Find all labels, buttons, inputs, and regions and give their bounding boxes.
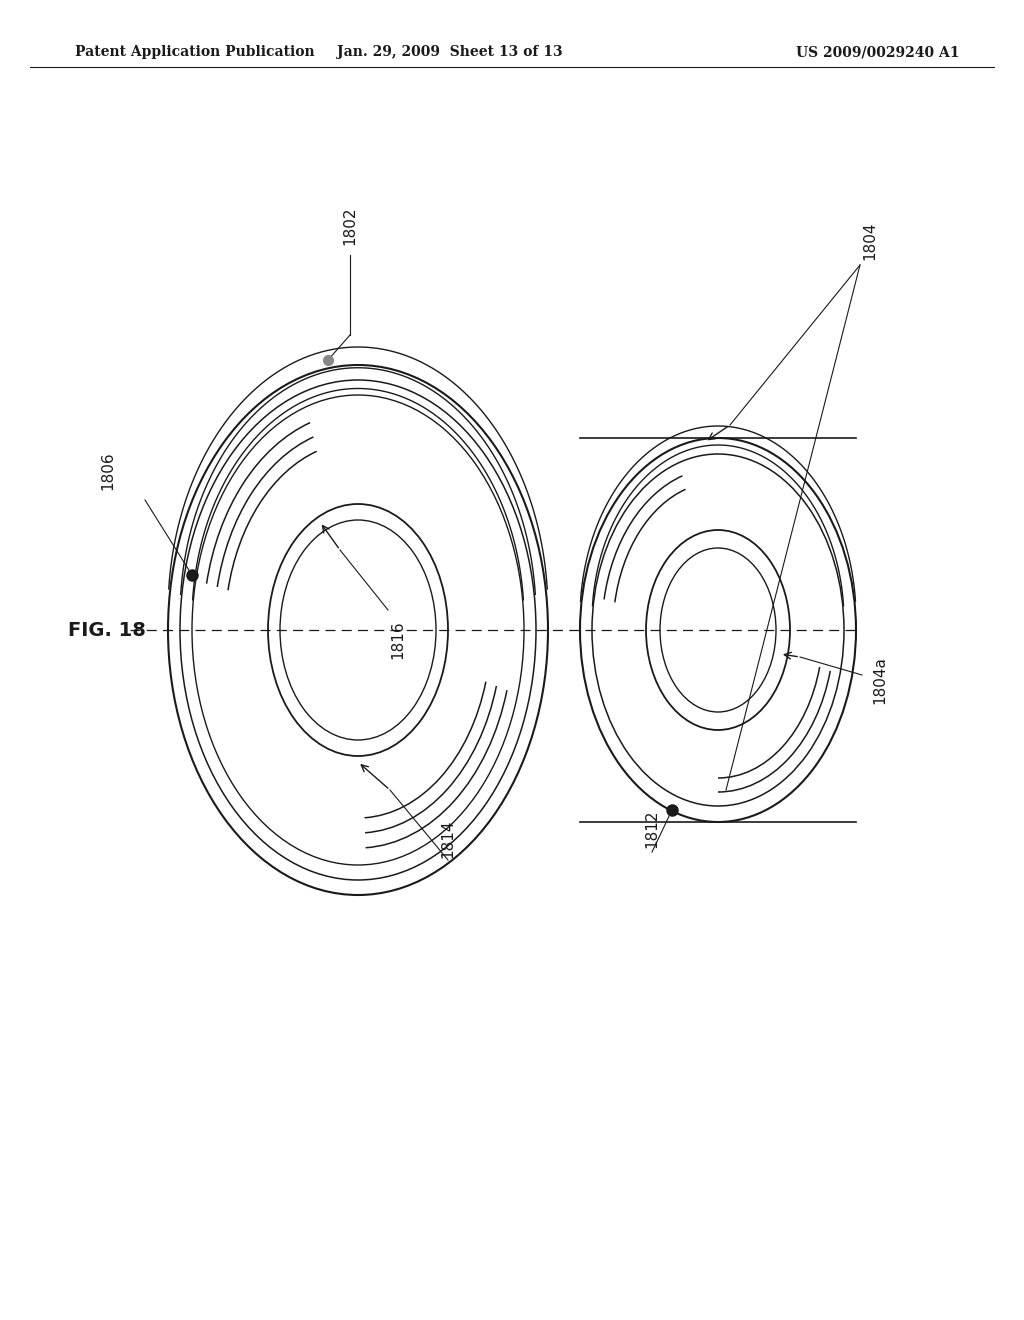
Text: Jan. 29, 2009  Sheet 13 of 13: Jan. 29, 2009 Sheet 13 of 13 (337, 45, 563, 59)
Text: 1804a: 1804a (872, 656, 887, 704)
Text: 1806: 1806 (100, 451, 116, 490)
Text: 1802: 1802 (342, 206, 357, 246)
Ellipse shape (646, 531, 790, 730)
Text: Patent Application Publication: Patent Application Publication (75, 45, 314, 59)
Ellipse shape (268, 504, 449, 756)
Ellipse shape (580, 438, 856, 822)
Text: FIG. 18: FIG. 18 (68, 620, 145, 639)
Text: US 2009/0029240 A1: US 2009/0029240 A1 (797, 45, 961, 59)
Text: 1812: 1812 (644, 809, 659, 847)
Ellipse shape (168, 366, 548, 895)
Text: 1804: 1804 (862, 222, 878, 260)
Text: 1814: 1814 (440, 820, 456, 858)
Text: 1816: 1816 (390, 620, 406, 659)
